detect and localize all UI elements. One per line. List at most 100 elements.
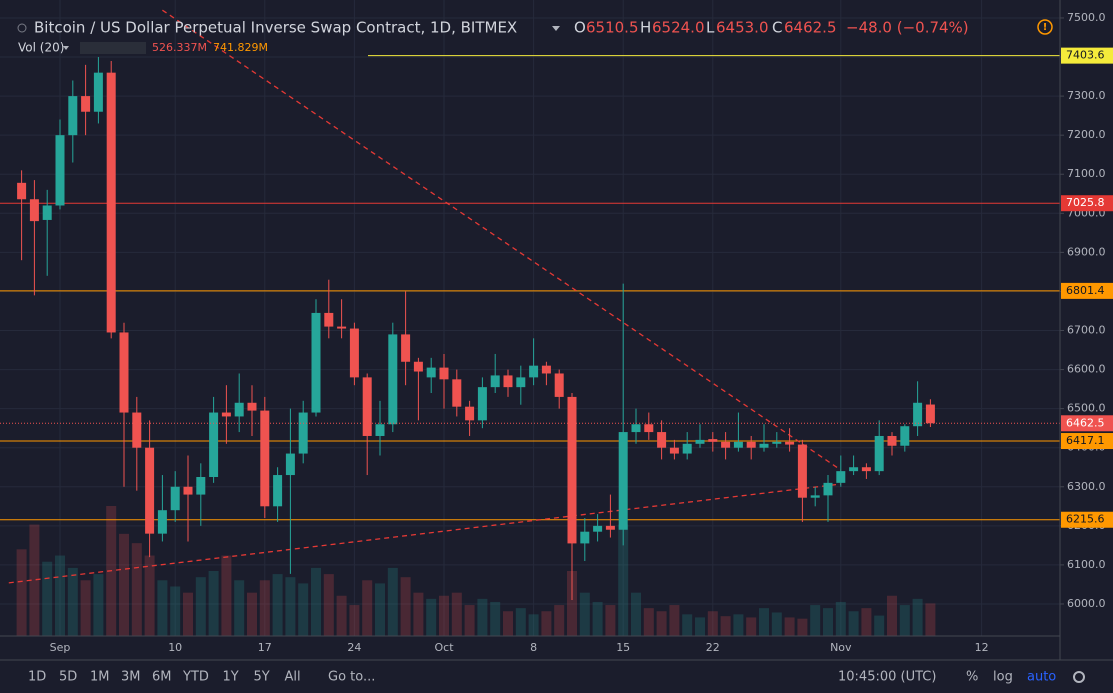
candle-body (721, 441, 731, 448)
candle-body (401, 334, 411, 362)
volume-bar (631, 592, 641, 636)
volume-bar (835, 601, 846, 636)
candle-body (759, 443, 769, 448)
volume-bar (426, 598, 437, 636)
time-display: 10:45:00 (UTC) (838, 670, 936, 685)
range-button[interactable]: 1D (28, 670, 46, 685)
range-button[interactable]: YTD (182, 670, 209, 685)
volume-bar (234, 580, 245, 636)
volume-bar (387, 567, 398, 636)
candle-body (682, 443, 692, 454)
candle-body (554, 373, 564, 397)
range-button[interactable]: 1Y (223, 670, 239, 685)
range-button[interactable]: 6M (152, 670, 172, 685)
volume-bar (695, 617, 705, 636)
candle-body (29, 199, 39, 222)
candle-body (465, 406, 475, 421)
volume-bar (221, 555, 232, 636)
volume-bar (874, 615, 885, 636)
candle-body (55, 135, 65, 206)
low-value: 6453.0 (716, 19, 769, 37)
volume-bar (733, 614, 744, 636)
goto-button[interactable]: Go to... (328, 670, 375, 685)
candle-body (529, 365, 539, 378)
volume-bar (119, 533, 129, 636)
volume-bar (29, 524, 40, 636)
candle-body (81, 96, 91, 112)
candle-body (196, 477, 206, 495)
candle-body (925, 404, 935, 424)
level-label: 6215.6 (1066, 513, 1105, 526)
candle-body (68, 96, 78, 136)
volume-bar (656, 611, 667, 636)
level-label-box (1061, 282, 1113, 299)
candle-body (157, 510, 167, 534)
candle-body (452, 379, 462, 407)
candle-body (93, 72, 103, 112)
high-key: H (640, 19, 651, 37)
candle-body (746, 441, 756, 448)
candle-body (17, 182, 27, 200)
collapse-icon[interactable] (17, 23, 27, 33)
volume-bar (707, 611, 718, 636)
bottom-toolbar (0, 660, 1113, 693)
volume-bar (336, 595, 347, 636)
range-button[interactable]: 1M (90, 670, 110, 685)
y-tick-label: 6700.0 (1067, 324, 1106, 337)
volume-bar (55, 555, 65, 636)
open-key: O (574, 19, 586, 37)
candle-body (145, 447, 155, 534)
candle-body (221, 412, 231, 417)
volume-bar (490, 601, 501, 636)
candle-body (900, 426, 910, 446)
candle-body (311, 312, 321, 413)
candle-body (349, 328, 359, 378)
settings-button[interactable] (1073, 671, 1085, 683)
volume-bar (541, 611, 552, 636)
volume-bar (362, 580, 373, 636)
volume-bar (285, 577, 296, 636)
range-button[interactable]: 5D (59, 670, 77, 685)
last-price-box (1061, 415, 1113, 432)
range-button[interactable]: 3M (121, 670, 141, 685)
volume-buttons[interactable] (80, 42, 146, 54)
volume-bar (464, 605, 475, 636)
candle-body (209, 412, 219, 477)
y-tick-label: 6000.0 (1067, 597, 1106, 610)
percent-button[interactable]: % (966, 670, 978, 685)
range-button[interactable]: All (285, 670, 301, 685)
y-tick-label: 7200.0 (1067, 128, 1106, 141)
volume-bar (899, 605, 910, 636)
chart-title: Bitcoin / US Dollar Perpetual Inverse Sw… (34, 19, 517, 37)
level-label: 6417.1 (1066, 434, 1105, 447)
grid (0, 0, 1060, 636)
symbol-dropdown[interactable] (552, 26, 560, 31)
candle-body (516, 377, 526, 388)
volume-dropdown[interactable] (63, 46, 69, 50)
y-tick-label: 7100.0 (1067, 167, 1106, 180)
candle-body (42, 205, 52, 220)
volume-bar (272, 574, 283, 636)
candle-body (567, 396, 577, 544)
volume-bar (823, 608, 833, 636)
volume-bar (311, 567, 321, 636)
volume-bar (567, 571, 577, 636)
range-button[interactable]: 5Y (254, 670, 270, 685)
candle-body (644, 424, 654, 433)
candle-body (413, 361, 423, 372)
candle-body (708, 439, 718, 442)
x-tick-label: 15 (616, 641, 630, 654)
candle-body (605, 525, 615, 530)
alert-icon[interactable] (1037, 19, 1053, 35)
volume-bar (323, 574, 334, 636)
candle-body (388, 334, 398, 425)
candle-body (593, 525, 603, 532)
candle-body (170, 486, 180, 511)
volume-bar (157, 580, 168, 636)
y-tick-label: 6300.0 (1067, 480, 1106, 493)
volume-bar (592, 601, 603, 636)
auto-button[interactable]: auto (1027, 670, 1056, 685)
log-button[interactable]: log (993, 670, 1013, 685)
